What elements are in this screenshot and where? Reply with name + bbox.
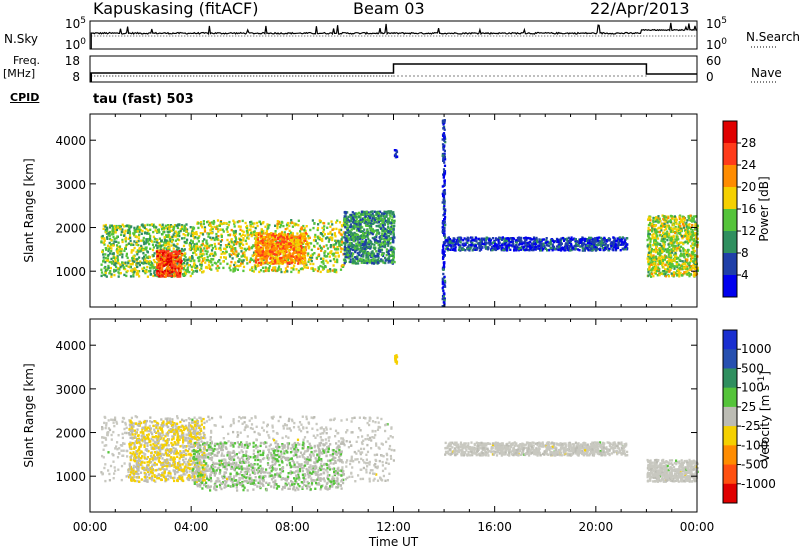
nave-tick-low: 0 [706,70,714,84]
velocity-colorbar-swatch-8 [723,483,737,504]
nsky-panel-frame [89,20,698,50]
power-colorbar-swatch-6 [723,253,737,276]
power-colorbar-swatch-1 [723,143,737,166]
velocity-colorbar-swatch-4 [723,406,737,427]
xtick-label-6: 00:00 [680,520,715,534]
velocity-region-1 [128,419,206,483]
power-colorbar-tick-2: 12 [741,224,756,238]
xtick-label-2: 08:00 [275,520,310,534]
velocity-scatter-cells [100,354,699,492]
velocity-colorbar-frame [722,329,738,504]
velocity-ytick-3: 4000 [55,339,86,353]
velocity-colorbar-swatch-5 [723,426,737,446]
date-title: 22/Apr/2013 [590,0,690,18]
power-colorbar-swatch-0 [723,121,737,144]
velocity-colorbar-tick-1: 500 [741,361,764,375]
freq-unit: [MHz] [3,67,36,80]
velocity-colorbar-tick-2: 100 [741,381,764,395]
freq-trace [90,63,697,82]
power-panel-frame [89,113,698,308]
power-region-8 [646,214,699,278]
velocity-colorbar-swatch-6 [723,445,737,466]
cpid-label: CPID [10,91,40,104]
power-region-2 [342,210,396,265]
velocity-colorbar-tick-6: -500 [741,458,768,472]
xlabel: Time UT [368,535,419,549]
velocity-colorbar-tick-5: -100 [741,438,768,452]
velocity-colorbar-swatch-2 [723,368,737,389]
power-colorbar-label: Power [dB] [757,176,771,241]
power-region-3 [155,249,184,278]
velocity-region-5 [646,458,699,483]
nsky-tick-high: 105 [65,16,86,31]
velocity-colorbar-swatch-3 [723,387,737,408]
velocity-colorbar-label: Velocity [m s-1] [757,371,772,462]
velocity-colorbar-swatch-0 [723,330,737,350]
cpid-value: tau (fast) 503 [93,92,194,107]
velocity-colorbar-tick-3: 25 [741,400,756,414]
nsearch-tick-low: 100 [706,37,727,52]
power-colorbar-swatch-7 [723,275,737,298]
power-ytick-0: 1000 [55,265,86,279]
power-region-4 [254,231,308,265]
power-ytick-2: 3000 [55,178,86,192]
nsky-trace [90,22,697,49]
xtick-label-0: 00:00 [73,520,108,534]
xtick-label-3: 12:00 [376,520,411,534]
xtick-label-1: 04:00 [174,520,209,534]
velocity-colorbar-tick-0: 1000 [741,342,772,356]
velocity-ytick-2: 3000 [55,383,86,397]
power-ytick-1: 2000 [55,222,86,236]
freq-tick-high: 18 [65,54,80,68]
nave-label: Nave [751,66,782,80]
power-colorbar-swatch-5 [723,231,737,254]
velocity-ylabel: Slant Range [km] [22,363,36,467]
station-title: Kapuskasing (fitACF) [93,0,259,18]
nave-tick-high: 60 [706,54,721,68]
power-region-5 [393,149,399,159]
power-colorbar-swatch-3 [723,187,737,210]
velocity-panel-frame [89,318,698,513]
nsearch-label: N.Search [746,30,800,44]
power-ytick-3: 4000 [55,134,86,148]
nsearch-tick-high: 105 [706,16,727,31]
velocity-region-4 [444,441,629,457]
power-colorbar-swatch-2 [723,165,737,188]
power-region-0 [100,223,199,278]
power-colorbar-tick-1: 8 [741,246,749,260]
velocity-colorbar-swatch-7 [723,464,737,485]
power-ylabel: Slant Range [km] [22,158,36,262]
power-colorbar-tick-5: 24 [741,158,756,172]
freq-label: Freq. [13,54,41,67]
xtick-label-5: 20:00 [579,520,614,534]
velocity-ytick-0: 1000 [55,470,86,484]
velocity-ytick-1: 2000 [55,427,86,441]
power-colorbar-tick-6: 28 [741,136,756,150]
nsky-tick-low: 100 [65,37,86,52]
power-colorbar-tick-0: 4 [741,268,749,282]
power-colorbar-tick-3: 16 [741,202,756,216]
velocity-region-2 [191,441,345,492]
nsky-label: N.Sky [4,32,39,46]
velocity-colorbar-tick-7: -1000 [741,477,776,491]
freq-panel-frame [89,55,698,83]
velocity-colorbar-swatch-1 [723,349,737,369]
power-region-6 [441,119,447,308]
velocity-region-0 [100,415,396,483]
freq-tick-low: 8 [72,70,80,84]
power-region-1 [196,219,345,274]
xtick-label-4: 16:00 [477,520,512,534]
power-colorbar-swatch-4 [723,209,737,232]
velocity-region-3 [394,354,399,365]
power-colorbar-tick-4: 20 [741,180,756,194]
power-scatter-cells [100,119,699,308]
beam-title: Beam 03 [353,0,425,18]
power-region-7 [444,236,629,252]
velocity-colorbar-tick-4: -25 [741,419,761,433]
